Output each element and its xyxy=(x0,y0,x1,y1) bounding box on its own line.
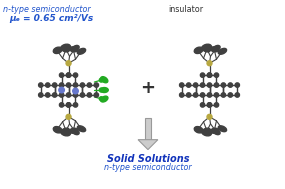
Ellipse shape xyxy=(213,45,220,51)
Text: n-type semiconductor: n-type semiconductor xyxy=(3,5,91,14)
Ellipse shape xyxy=(62,47,70,52)
Circle shape xyxy=(52,83,57,87)
Circle shape xyxy=(186,83,191,87)
Circle shape xyxy=(52,93,57,97)
Circle shape xyxy=(214,73,219,77)
Circle shape xyxy=(221,83,226,87)
Circle shape xyxy=(235,93,239,97)
Circle shape xyxy=(87,83,91,87)
Circle shape xyxy=(66,93,71,97)
Circle shape xyxy=(200,73,205,77)
Circle shape xyxy=(186,93,191,97)
Ellipse shape xyxy=(213,129,220,135)
Ellipse shape xyxy=(70,47,78,52)
Ellipse shape xyxy=(194,127,203,133)
Circle shape xyxy=(66,83,71,87)
Ellipse shape xyxy=(101,77,108,83)
Circle shape xyxy=(207,103,212,107)
Circle shape xyxy=(214,93,219,97)
Circle shape xyxy=(73,73,78,77)
Ellipse shape xyxy=(66,114,71,119)
Ellipse shape xyxy=(66,61,71,66)
Ellipse shape xyxy=(72,45,79,51)
Circle shape xyxy=(66,73,71,77)
Circle shape xyxy=(80,83,85,87)
Ellipse shape xyxy=(77,48,85,54)
Circle shape xyxy=(228,93,233,97)
Circle shape xyxy=(99,97,103,101)
Ellipse shape xyxy=(72,129,79,135)
Circle shape xyxy=(80,93,85,97)
Ellipse shape xyxy=(61,130,70,136)
Circle shape xyxy=(207,93,212,97)
Text: μₑ = 0.65 cm²/Vs: μₑ = 0.65 cm²/Vs xyxy=(9,14,93,23)
Text: insulator: insulator xyxy=(168,5,203,14)
Ellipse shape xyxy=(202,44,211,50)
Circle shape xyxy=(59,83,64,87)
Circle shape xyxy=(46,83,50,87)
Polygon shape xyxy=(138,140,158,149)
Circle shape xyxy=(207,73,212,77)
FancyBboxPatch shape xyxy=(145,118,151,140)
Text: +: + xyxy=(141,79,155,97)
Ellipse shape xyxy=(207,61,212,66)
Ellipse shape xyxy=(101,96,108,102)
Circle shape xyxy=(235,83,239,87)
Circle shape xyxy=(207,73,212,77)
Circle shape xyxy=(87,93,91,97)
Circle shape xyxy=(200,103,205,107)
Circle shape xyxy=(38,93,43,97)
Circle shape xyxy=(180,93,184,97)
Circle shape xyxy=(228,83,233,87)
Circle shape xyxy=(66,103,71,107)
Ellipse shape xyxy=(53,127,62,133)
Circle shape xyxy=(99,88,103,92)
Ellipse shape xyxy=(194,47,203,53)
Circle shape xyxy=(200,93,205,97)
Circle shape xyxy=(46,93,50,97)
Circle shape xyxy=(214,103,219,107)
Circle shape xyxy=(38,83,43,87)
Ellipse shape xyxy=(207,114,212,119)
Circle shape xyxy=(73,103,78,107)
Circle shape xyxy=(180,83,184,87)
Circle shape xyxy=(59,73,64,77)
Ellipse shape xyxy=(53,47,62,53)
Circle shape xyxy=(194,93,198,97)
Ellipse shape xyxy=(211,47,218,52)
Circle shape xyxy=(221,93,226,97)
Circle shape xyxy=(94,83,99,87)
Circle shape xyxy=(73,88,78,94)
Text: Solid Solutions: Solid Solutions xyxy=(107,154,189,163)
Ellipse shape xyxy=(61,44,70,50)
Text: n-type semiconductor: n-type semiconductor xyxy=(104,163,192,173)
Circle shape xyxy=(200,83,205,87)
Circle shape xyxy=(66,103,71,107)
Circle shape xyxy=(207,83,212,87)
Ellipse shape xyxy=(218,48,227,54)
Ellipse shape xyxy=(203,47,210,52)
Ellipse shape xyxy=(62,128,70,133)
Circle shape xyxy=(66,73,71,77)
Circle shape xyxy=(194,83,198,87)
Ellipse shape xyxy=(203,128,210,133)
Ellipse shape xyxy=(77,126,85,132)
Ellipse shape xyxy=(211,128,218,133)
Circle shape xyxy=(99,78,103,82)
Circle shape xyxy=(59,87,64,93)
Circle shape xyxy=(214,83,219,87)
Circle shape xyxy=(59,103,64,107)
Ellipse shape xyxy=(218,126,227,132)
Ellipse shape xyxy=(202,130,211,136)
Circle shape xyxy=(207,103,212,107)
Circle shape xyxy=(73,83,78,87)
Circle shape xyxy=(59,93,64,97)
Circle shape xyxy=(73,93,78,97)
Ellipse shape xyxy=(70,128,78,133)
Ellipse shape xyxy=(100,88,108,92)
Circle shape xyxy=(94,93,99,97)
